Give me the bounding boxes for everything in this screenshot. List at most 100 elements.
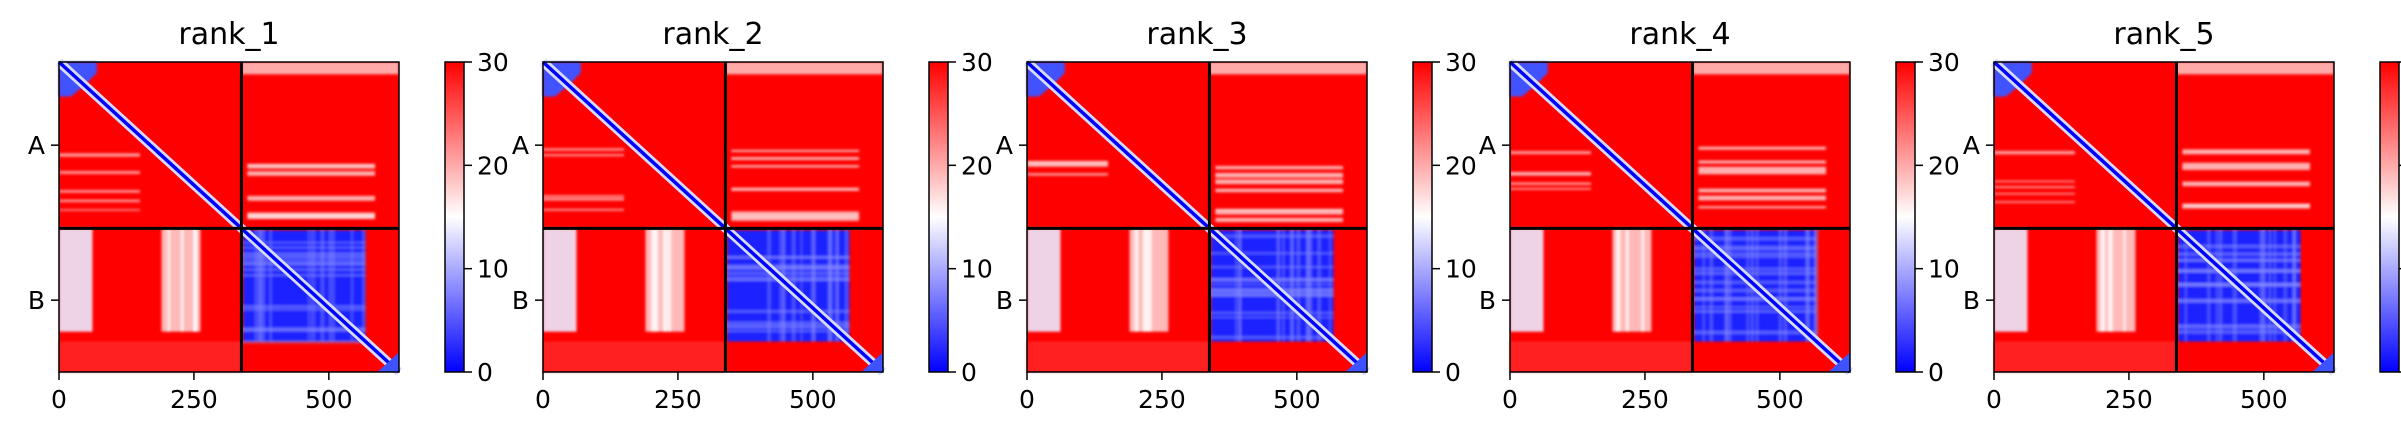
a-rows-stripe bbox=[731, 187, 859, 191]
b-block-stripe bbox=[827, 228, 831, 342]
b-rows-white-line bbox=[180, 228, 184, 332]
b-block-stripe bbox=[1692, 237, 1817, 241]
y-tick-label: B bbox=[28, 286, 45, 315]
colorbar-tick-label: 10 bbox=[1445, 255, 1477, 284]
diagonal bbox=[1992, 60, 2336, 374]
a-block-stripe bbox=[59, 209, 140, 211]
b-rows-white-line bbox=[651, 228, 656, 332]
a-block-stripe bbox=[543, 154, 624, 157]
a-rows-stripe bbox=[247, 195, 375, 201]
b-rows-light-region bbox=[543, 228, 577, 332]
b-block-stripe bbox=[779, 228, 782, 342]
heatmap-panel-2: rank_2 0 250 500 A B 0 10 20 30 bbox=[512, 17, 993, 414]
a-rows-stripe bbox=[1215, 179, 1343, 185]
a-rows-top-band bbox=[2176, 62, 2334, 75]
panel-title: rank_5 bbox=[2113, 17, 2214, 52]
a-rows-stripe bbox=[731, 215, 859, 218]
a-block-stripe bbox=[1994, 192, 2075, 195]
b-block-stripe bbox=[241, 327, 366, 331]
b-block-stripe bbox=[1309, 228, 1312, 342]
x-tick-label: 500 bbox=[1273, 385, 1321, 414]
b-rows-white-line bbox=[1144, 228, 1149, 332]
b-block-stripe bbox=[2176, 244, 2301, 248]
panel-title: rank_4 bbox=[1629, 17, 1730, 52]
b-rows-white-line bbox=[1641, 228, 1645, 332]
b-rows-light-region bbox=[1027, 228, 1061, 332]
diagonal bbox=[57, 60, 401, 374]
a-rows-stripe bbox=[1698, 188, 1826, 193]
b-block-stripe bbox=[1783, 228, 1787, 342]
b-rows-white-line bbox=[2100, 228, 2103, 332]
a-rows-top-band bbox=[1209, 62, 1367, 75]
colorbar-tick-label: 0 bbox=[1928, 358, 1944, 387]
a-block-stripe bbox=[1994, 186, 2075, 189]
b-block-stripe bbox=[725, 330, 850, 333]
a-rows-stripe bbox=[1215, 172, 1343, 178]
a-rows-stripe bbox=[1215, 188, 1343, 193]
b-block-stripe bbox=[2176, 324, 2301, 327]
b-block-stripe bbox=[1282, 228, 1285, 342]
b-block-stripe bbox=[241, 260, 366, 263]
b-block-stripe bbox=[241, 340, 366, 344]
b-block-stripe bbox=[2176, 269, 2301, 273]
tail-region bbox=[543, 341, 726, 372]
colorbar-tick-label: 20 bbox=[961, 151, 993, 180]
y-tick-label: A bbox=[28, 131, 45, 160]
b-rows-white-line bbox=[167, 228, 171, 332]
tail-region bbox=[1510, 341, 1693, 372]
b-block-stripe bbox=[313, 228, 316, 342]
chain-b-tail-corner bbox=[2312, 352, 2334, 372]
colorbar-tick-label: 30 bbox=[1445, 48, 1477, 77]
a-rows-stripe bbox=[1698, 195, 1826, 201]
b-block-stripe bbox=[351, 228, 353, 342]
b-block-stripe bbox=[1814, 228, 1819, 342]
b-block-stripe bbox=[1709, 228, 1713, 342]
a-block-stripe bbox=[59, 190, 140, 193]
x-tick-label: 0 bbox=[1019, 385, 1035, 414]
diagonal bbox=[1508, 60, 1852, 374]
a-rows-stripe bbox=[247, 212, 375, 216]
b-block-stripe bbox=[725, 324, 850, 327]
a-rows-stripe bbox=[2182, 167, 2310, 171]
a-rows-stripe bbox=[247, 164, 375, 169]
b-block-stripe bbox=[767, 228, 771, 342]
heatmap-panel-4: rank_4 0 250 500 A B 0 10 20 30 bbox=[1479, 17, 1960, 414]
b-block-stripe bbox=[241, 274, 366, 277]
b-block-stripe bbox=[1209, 316, 1334, 319]
b-block-stripe bbox=[1209, 234, 1334, 238]
a-rows-stripe bbox=[247, 171, 375, 176]
colorbar-tick-label: 20 bbox=[1445, 151, 1477, 180]
b-block-stripe bbox=[1692, 252, 1817, 255]
a-rows-stripe bbox=[2182, 149, 2310, 155]
b-block-stripe bbox=[254, 228, 258, 342]
b-block-stripe bbox=[829, 228, 833, 342]
y-tick-label: A bbox=[1479, 131, 1496, 160]
a-block-stripe bbox=[1510, 182, 1591, 185]
colorbar-tick-label: 30 bbox=[477, 48, 509, 77]
x-tick-label: 500 bbox=[305, 385, 353, 414]
y-tick-label: A bbox=[996, 131, 1013, 160]
b-rows-white-line bbox=[662, 228, 668, 332]
b-block-stripe bbox=[1209, 293, 1334, 297]
a-block-stripe bbox=[59, 199, 140, 203]
y-tick-label: A bbox=[512, 131, 529, 160]
plot-frame bbox=[1993, 61, 2335, 373]
b-block-stripe bbox=[257, 228, 261, 342]
colorbar-tick-label: 10 bbox=[961, 255, 993, 284]
b-block-stripe bbox=[261, 228, 265, 342]
a-block-stripe bbox=[1994, 150, 2075, 155]
b-block-stripe bbox=[1692, 245, 1817, 250]
b-block-stripe bbox=[1692, 248, 1817, 251]
b-block-stripe bbox=[2176, 258, 2301, 261]
a-rows-stripe bbox=[1698, 160, 1826, 164]
colorbar-tick-label: 20 bbox=[1928, 151, 1960, 180]
b-block-stripe bbox=[259, 228, 262, 342]
colorbar-tick-label: 0 bbox=[961, 358, 977, 387]
y-tick-label: A bbox=[1963, 131, 1980, 160]
a-block-stripe bbox=[59, 153, 140, 157]
y-tick-label: B bbox=[512, 286, 529, 315]
panel-title: rank_3 bbox=[1146, 17, 1247, 52]
colorbar bbox=[1412, 61, 1433, 373]
colorbar-tick-label: 30 bbox=[1928, 48, 1960, 77]
b-block-stripe bbox=[1692, 271, 1817, 275]
